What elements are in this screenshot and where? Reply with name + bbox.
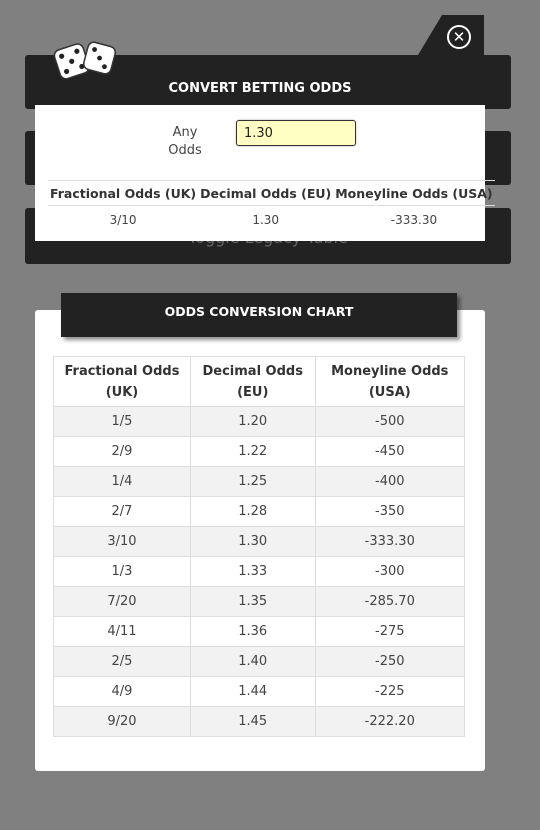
- result-header-decimal: Decimal Odds (EU): [198, 180, 334, 206]
- table-row: 2/9 1.22 -450: [53, 436, 466, 467]
- table-row: 2/5 1.40 -250: [53, 646, 466, 677]
- cell-fractional: 4/9: [53, 676, 191, 707]
- cell-fractional: 1/5: [53, 406, 191, 437]
- table-row: 9/20 1.45 -222.20: [53, 706, 466, 737]
- table-row: 1/5 1.20 -500: [53, 406, 466, 437]
- cell-moneyline: -250: [314, 646, 466, 677]
- cell-moneyline: -285.70: [314, 586, 466, 617]
- cell-decimal: 1.36: [189, 616, 316, 647]
- cell-moneyline: -400: [314, 466, 466, 497]
- cell-fractional: 7/20: [53, 586, 191, 617]
- table-row: 1/3 1.33 -300: [53, 556, 466, 587]
- result-header-fractional: Fractional Odds (UK): [48, 180, 199, 206]
- cell-decimal: 1.45: [189, 706, 316, 737]
- result-decimal: 1.30: [252, 213, 280, 227]
- cell-decimal: 1.22: [189, 436, 316, 467]
- cell-moneyline: -333.30: [314, 526, 466, 557]
- cell-moneyline: -275: [314, 616, 466, 647]
- chart-header-row: Fractional Odds (UK) Decimal Odds (EU) M…: [53, 356, 466, 407]
- cell-decimal: 1.40: [189, 646, 316, 677]
- cell-decimal: 1.20: [189, 406, 316, 437]
- table-row: 4/11 1.36 -275: [53, 616, 466, 647]
- result-row: 3/10 1.30 -333.30: [48, 206, 495, 235]
- dice-icon: [53, 41, 117, 80]
- chart-header-fractional: Fractional Odds (UK): [53, 356, 191, 407]
- conversion-result-table: Fractional Odds (UK) Decimal Odds (EU) M…: [48, 180, 495, 234]
- cell-fractional: 2/7: [53, 496, 191, 527]
- chart-title: ODDS CONVERSION CHART: [61, 293, 457, 337]
- cell-fractional: 3/10: [53, 526, 191, 557]
- cell-decimal: 1.28: [189, 496, 316, 527]
- table-row: 7/20 1.35 -285.70: [53, 586, 466, 617]
- odds-input[interactable]: [236, 120, 356, 146]
- cell-moneyline: -350: [314, 496, 466, 527]
- result-header-moneyline: Moneyline Odds (USA): [333, 180, 495, 206]
- cell-fractional: 1/3: [53, 556, 191, 587]
- cell-fractional: 2/5: [53, 646, 191, 677]
- cell-moneyline: -225: [314, 676, 466, 707]
- cell-decimal: 1.30: [189, 526, 316, 557]
- chart-header-decimal: Decimal Odds (EU): [189, 356, 316, 407]
- cell-fractional: 4/11: [53, 616, 191, 647]
- cell-moneyline: -450: [314, 436, 466, 467]
- cell-fractional: 9/20: [53, 706, 191, 737]
- table-row: 2/7 1.28 -350: [53, 496, 466, 527]
- result-fractional: 3/10: [109, 213, 137, 227]
- cell-moneyline: -222.20: [314, 706, 466, 737]
- cell-moneyline: -300: [314, 556, 466, 587]
- close-icon[interactable]: ✕: [447, 25, 471, 49]
- table-row: 4/9 1.44 -225: [53, 676, 466, 707]
- cell-decimal: 1.25: [189, 466, 316, 497]
- cell-decimal: 1.33: [189, 556, 316, 587]
- cell-decimal: 1.44: [189, 676, 316, 707]
- table-row: 3/10 1.30 -333.30: [53, 526, 466, 557]
- result-moneyline: -333.30: [390, 213, 438, 227]
- cell-moneyline: -500: [314, 406, 466, 437]
- result-header-row: Fractional Odds (UK) Decimal Odds (EU) M…: [48, 180, 495, 206]
- cell-decimal: 1.35: [189, 586, 316, 617]
- odds-conversion-table: Fractional Odds (UK) Decimal Odds (EU) M…: [53, 356, 466, 737]
- cell-fractional: 2/9: [53, 436, 191, 467]
- cell-fractional: 1/4: [53, 466, 191, 497]
- chart-header-moneyline: Moneyline Odds (USA): [314, 356, 466, 407]
- any-odds-label: Any Odds: [168, 125, 202, 158]
- table-row: 1/4 1.25 -400: [53, 466, 466, 497]
